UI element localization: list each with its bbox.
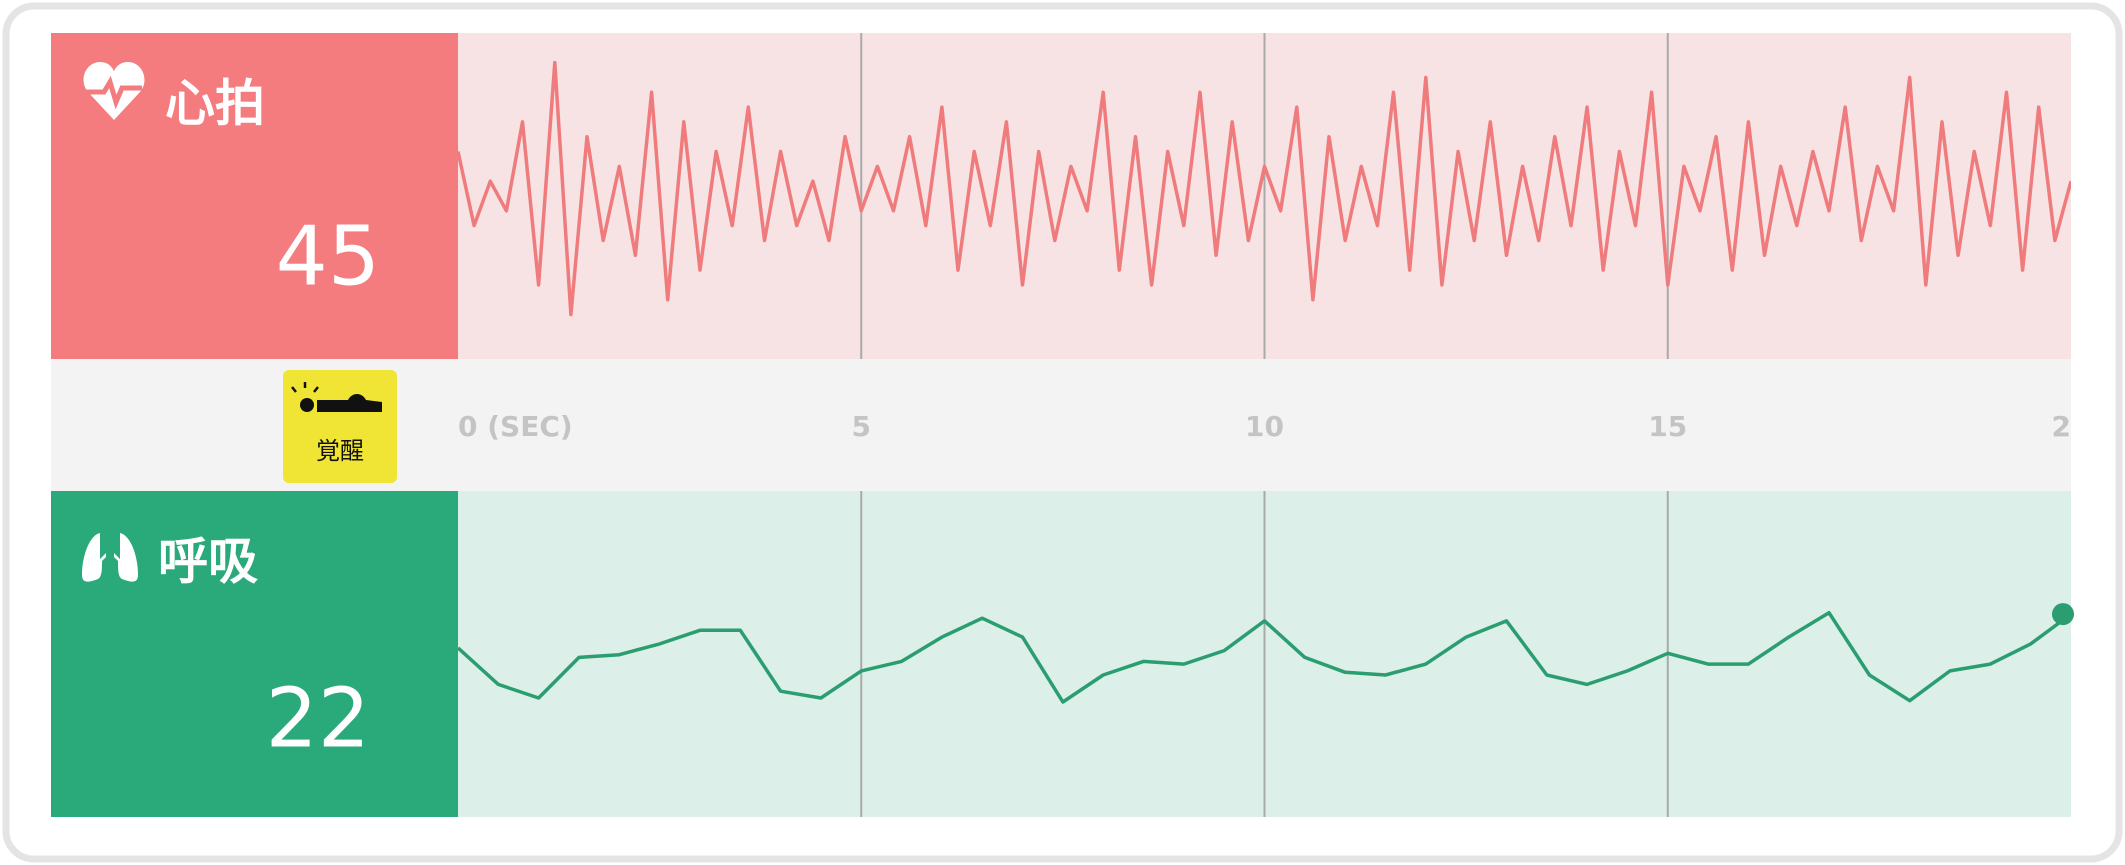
plot-area: 0 (SEC) 5 10 15 20 — [458, 33, 2091, 817]
x-tick-label: 20 — [2052, 410, 2091, 443]
x-tick-label: 15 — [1648, 410, 1687, 443]
heart-label: 心拍 — [165, 75, 265, 133]
x-tick-label: 5 — [852, 410, 871, 443]
status-label: 覚醒 — [316, 437, 364, 465]
respiration-label: 呼吸 — [158, 533, 258, 591]
respiration-label-panel — [51, 491, 458, 817]
heart-icon — [83, 62, 145, 120]
waveform — [458, 60, 2071, 317]
status-badge: 覚醒 — [283, 370, 397, 483]
respiration-rate-value: 22 — [266, 671, 370, 766]
x-tick-label: 10 — [1245, 410, 1284, 443]
current-point — [2052, 603, 2074, 626]
x-tick-label: 0 (SEC) — [458, 410, 573, 443]
lungs-icon — [82, 527, 138, 582]
heart-rate-value: 45 — [276, 209, 380, 304]
waveform — [458, 610, 2071, 704]
